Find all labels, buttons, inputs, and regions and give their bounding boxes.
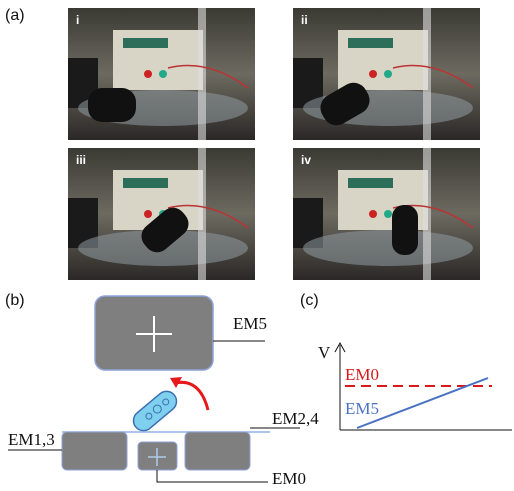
- capsule: [129, 387, 180, 434]
- diagram-c: V EM0 EM5: [318, 343, 512, 430]
- em-label: EM2,4: [272, 409, 319, 428]
- electromagnet: [185, 432, 250, 470]
- panel-label: (c): [300, 292, 319, 309]
- panel-label: (b): [5, 292, 25, 309]
- figure: (a) i ii iii iv (b) EM5 EM1,3 EM2,4 EM0: [0, 0, 514, 491]
- axis-label: V: [318, 343, 331, 362]
- leader-line: [157, 470, 268, 482]
- em-label: EM1,3: [8, 430, 55, 449]
- electromagnet: [62, 432, 127, 470]
- em-label: EM5: [233, 314, 267, 333]
- photo-label: iii: [76, 153, 86, 167]
- panel-label: (a): [5, 7, 25, 24]
- legend-label: EM0: [345, 365, 379, 384]
- photo: i: [68, 8, 255, 140]
- photo-label: i: [76, 13, 79, 27]
- robot: [88, 88, 136, 122]
- photo-label: ii: [301, 13, 308, 27]
- photo: iii: [68, 148, 255, 280]
- legend-label: EM5: [345, 399, 379, 418]
- photo: iv: [293, 148, 480, 280]
- photo-label: iv: [301, 153, 311, 167]
- photo: ii: [293, 8, 480, 140]
- arrow: [175, 382, 208, 410]
- robot: [392, 205, 418, 255]
- diagram-b: EM5 EM1,3 EM2,4 EM0: [8, 296, 319, 488]
- em-label: EM0: [272, 469, 306, 488]
